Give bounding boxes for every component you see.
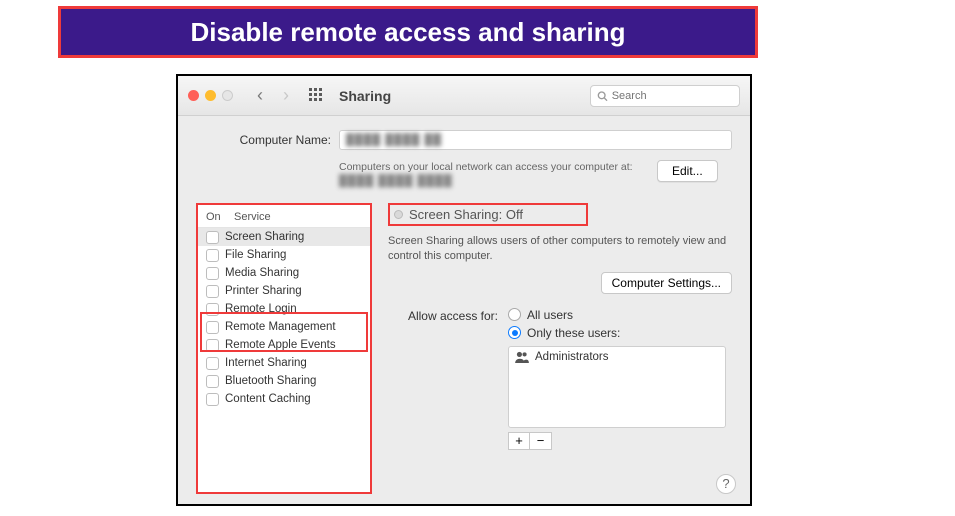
instruction-banner: Disable remote access and sharing bbox=[58, 6, 758, 58]
radio-label: All users bbox=[527, 308, 573, 322]
status-indicator-icon bbox=[394, 210, 403, 219]
service-label: File Sharing bbox=[225, 249, 286, 261]
user-item-administrators[interactable]: Administrators bbox=[515, 351, 719, 363]
status-highlight: Screen Sharing: Off bbox=[388, 203, 588, 226]
zoom-icon bbox=[222, 90, 233, 101]
service-screen-sharing[interactable]: Screen Sharing bbox=[198, 228, 370, 246]
service-label: Remote Login bbox=[225, 303, 297, 315]
checkbox[interactable] bbox=[206, 375, 219, 388]
user-label: Administrators bbox=[535, 351, 609, 363]
service-media-sharing[interactable]: Media Sharing bbox=[198, 264, 370, 282]
access-row: Allow access for: All users Only these u… bbox=[388, 308, 732, 340]
service-remote-login[interactable]: Remote Login bbox=[198, 300, 370, 318]
edit-button[interactable]: Edit... bbox=[657, 160, 718, 182]
computer-subtext: Computers on your local network can acce… bbox=[339, 160, 649, 189]
computer-name-row: Computer Name: ████ ████ ██ bbox=[216, 130, 732, 150]
service-label: Bluetooth Sharing bbox=[225, 375, 316, 387]
radio-label: Only these users: bbox=[527, 326, 620, 340]
service-remote-management[interactable]: Remote Management bbox=[198, 318, 370, 336]
search-field[interactable] bbox=[590, 85, 740, 107]
users-list[interactable]: Administrators bbox=[508, 346, 726, 428]
window-toolbar: ‹ › Sharing bbox=[178, 76, 750, 116]
services-list: On Service Screen Sharing File Sharing M… bbox=[196, 203, 372, 494]
computer-name-label: Computer Name: bbox=[216, 133, 331, 147]
add-remove-buttons: + − bbox=[508, 432, 732, 450]
content-area: Computer Name: ████ ████ ██ Computers on… bbox=[178, 116, 750, 504]
computer-subtext-row: Computers on your local network can acce… bbox=[216, 160, 732, 189]
detail-pane: Screen Sharing: Off Screen Sharing allow… bbox=[388, 203, 732, 494]
service-label: Screen Sharing bbox=[225, 231, 304, 243]
header-service: Service bbox=[234, 211, 271, 223]
checkbox[interactable] bbox=[206, 267, 219, 280]
minimize-icon[interactable] bbox=[205, 90, 216, 101]
computer-name-field[interactable]: ████ ████ ██ bbox=[339, 130, 732, 150]
help-button[interactable]: ? bbox=[716, 474, 736, 494]
service-label: Remote Management bbox=[225, 321, 336, 333]
service-content-caching[interactable]: Content Caching bbox=[198, 390, 370, 408]
service-remote-apple-events[interactable]: Remote Apple Events bbox=[198, 336, 370, 354]
service-label: Content Caching bbox=[225, 393, 311, 405]
access-radio-group: All users Only these users: bbox=[508, 308, 620, 340]
search-input[interactable] bbox=[612, 90, 733, 102]
header-on: On bbox=[206, 211, 234, 223]
checkbox[interactable] bbox=[206, 249, 219, 262]
traffic-lights bbox=[188, 90, 233, 101]
service-label: Remote Apple Events bbox=[225, 339, 336, 351]
service-label: Printer Sharing bbox=[225, 285, 302, 297]
checkbox[interactable] bbox=[206, 231, 219, 244]
checkbox[interactable] bbox=[206, 321, 219, 334]
service-printer-sharing[interactable]: Printer Sharing bbox=[198, 282, 370, 300]
checkbox[interactable] bbox=[206, 285, 219, 298]
sharing-window: ‹ › Sharing Computer Name: ████ ████ ██ … bbox=[176, 74, 752, 506]
window-title: Sharing bbox=[339, 88, 391, 104]
all-prefs-icon[interactable] bbox=[309, 88, 325, 104]
service-description: Screen Sharing allows users of other com… bbox=[388, 234, 728, 264]
users-icon bbox=[515, 351, 529, 363]
remove-user-button[interactable]: − bbox=[530, 432, 552, 450]
checkbox[interactable] bbox=[206, 393, 219, 406]
close-icon[interactable] bbox=[188, 90, 199, 101]
checkbox[interactable] bbox=[206, 357, 219, 370]
back-button[interactable]: ‹ bbox=[251, 85, 269, 106]
checkbox[interactable] bbox=[206, 339, 219, 352]
radio-all-users[interactable]: All users bbox=[508, 308, 620, 322]
add-user-button[interactable]: + bbox=[508, 432, 530, 450]
banner-title: Disable remote access and sharing bbox=[191, 17, 626, 48]
service-internet-sharing[interactable]: Internet Sharing bbox=[198, 354, 370, 372]
services-header: On Service bbox=[198, 209, 370, 228]
search-icon bbox=[597, 90, 608, 102]
checkbox[interactable] bbox=[206, 303, 219, 316]
service-file-sharing[interactable]: File Sharing bbox=[198, 246, 370, 264]
main-split: On Service Screen Sharing File Sharing M… bbox=[196, 203, 732, 494]
service-label: Media Sharing bbox=[225, 267, 299, 279]
forward-button: › bbox=[277, 85, 295, 106]
access-label: Allow access for: bbox=[388, 308, 498, 323]
service-bluetooth-sharing[interactable]: Bluetooth Sharing bbox=[198, 372, 370, 390]
radio-icon bbox=[508, 326, 521, 339]
computer-name-value: ████ ████ ██ bbox=[346, 134, 442, 146]
radio-icon bbox=[508, 308, 521, 321]
status-text: Screen Sharing: Off bbox=[409, 207, 523, 222]
radio-only-users[interactable]: Only these users: bbox=[508, 326, 620, 340]
computer-settings-button[interactable]: Computer Settings... bbox=[601, 272, 732, 294]
service-label: Internet Sharing bbox=[225, 357, 307, 369]
